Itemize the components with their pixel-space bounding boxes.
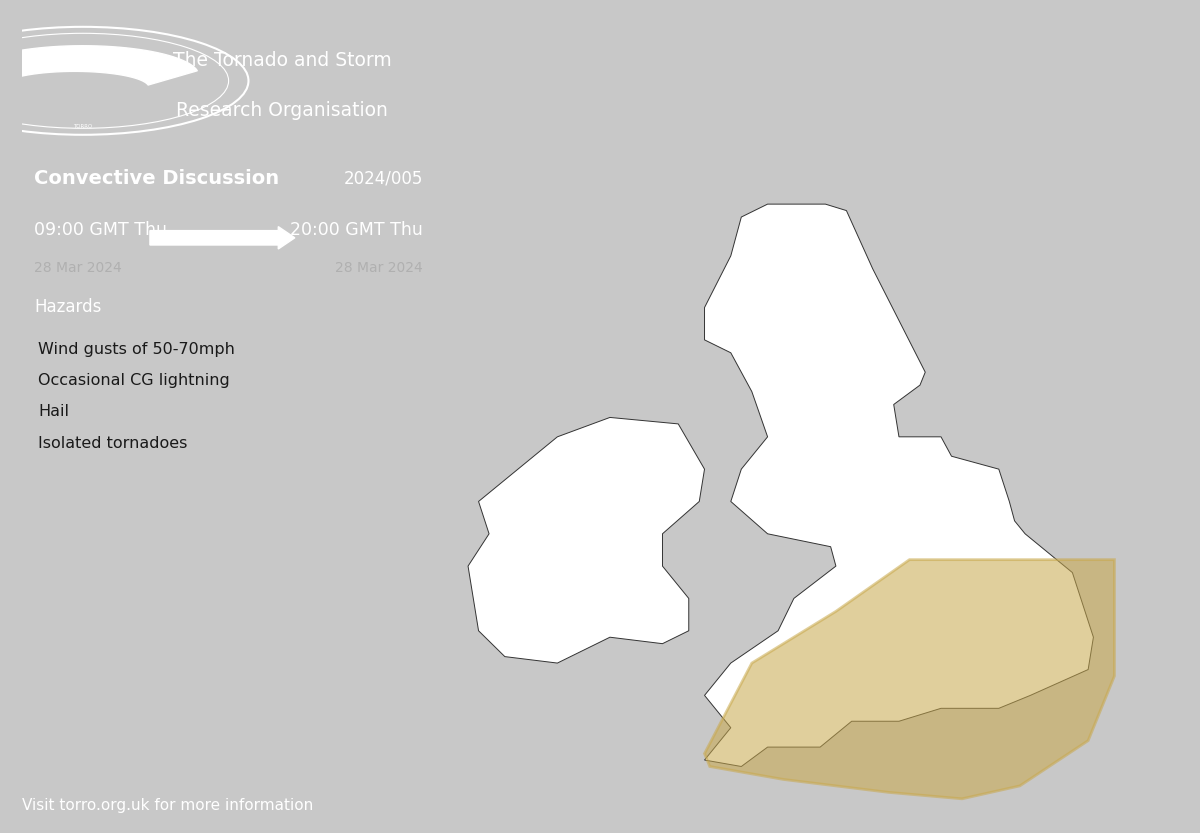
Text: Wind gusts of 50-70mph: Wind gusts of 50-70mph [38, 342, 235, 357]
Text: Isolated tornadoes: Isolated tornadoes [38, 436, 187, 451]
Polygon shape [0, 46, 197, 85]
Text: 2024/005: 2024/005 [344, 169, 424, 187]
FancyArrow shape [150, 227, 295, 249]
Text: Convective Discussion: Convective Discussion [34, 169, 280, 187]
Text: Hazards: Hazards [34, 297, 101, 316]
Text: Occasional CG lightning: Occasional CG lightning [38, 373, 230, 388]
Text: The Tornado and Storm: The Tornado and Storm [173, 51, 391, 70]
Text: 28 Mar 2024: 28 Mar 2024 [336, 262, 424, 275]
Polygon shape [704, 204, 1093, 766]
Text: 09:00 GMT Thu: 09:00 GMT Thu [34, 221, 167, 239]
Text: 20:00 GMT Thu: 20:00 GMT Thu [290, 221, 424, 239]
Text: Hail: Hail [38, 404, 70, 419]
Text: Research Organisation: Research Organisation [176, 101, 389, 120]
Polygon shape [704, 560, 1115, 799]
Text: TORRO: TORRO [73, 124, 92, 129]
Polygon shape [468, 417, 704, 663]
Text: 28 Mar 2024: 28 Mar 2024 [34, 262, 121, 275]
Text: Visit torro.org.uk for more information: Visit torro.org.uk for more information [22, 798, 313, 813]
